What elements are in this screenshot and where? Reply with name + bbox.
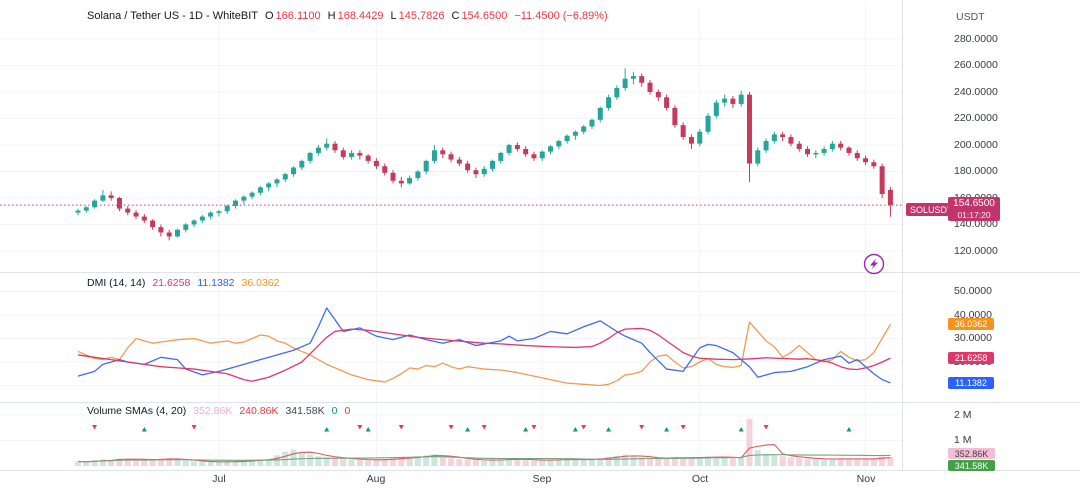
high-value: H 168.4429 xyxy=(327,10,384,22)
symbol-tag-badge: SOLUSDT xyxy=(906,203,957,216)
dmi-adx-value: 21.6258 xyxy=(152,277,191,289)
month-label: Jul xyxy=(212,473,226,485)
volume-sma20-badge: 341.58K xyxy=(948,460,995,471)
volume-title: Volume SMAs (4, 20) xyxy=(87,405,187,417)
change-value: −11.4500 (−6.89%) xyxy=(514,10,608,22)
volume-bars xyxy=(75,418,894,466)
dmi-minus-di-badge: 36.0362 xyxy=(948,318,994,330)
price-tick: 280.0000 xyxy=(954,33,998,45)
dmi-legend[interactable]: DMI (14, 14) 21.6258 11.1382 36.0362 xyxy=(87,277,279,289)
lightning-icon[interactable] xyxy=(863,253,885,275)
pane-dividers xyxy=(0,0,1080,471)
month-label: Sep xyxy=(532,473,552,485)
volume-extra-red: 0 xyxy=(344,405,351,417)
volume-sma-lines xyxy=(77,443,891,463)
month-label: Aug xyxy=(366,473,386,485)
last-price-value: 154.6500 xyxy=(953,198,995,209)
volume-extra-green: 0 xyxy=(331,405,338,417)
dmi-minus-di-value: 36.0362 xyxy=(241,277,280,289)
last-price-badge: 154.6500 01:17:20 xyxy=(948,197,1000,221)
volume-value-badge: 352.86K xyxy=(948,448,995,459)
close-value: C 154.6500 xyxy=(451,10,508,22)
price-tick: 140.0000 xyxy=(954,218,998,230)
open-value: O 166.1100 xyxy=(264,10,321,22)
volume-sma20-value: 341.58K xyxy=(285,405,325,417)
volume-tick: 1 M xyxy=(954,434,972,446)
symbol-title: Solana / Tether US - 1D - WhiteBIT xyxy=(87,10,258,22)
axis-currency-label: USDT xyxy=(956,11,985,23)
price-tick: 120.0000 xyxy=(954,245,998,257)
low-value: L 145.7826 xyxy=(390,10,445,22)
volume-tick: 2 M xyxy=(954,409,972,421)
price-tick: 200.0000 xyxy=(954,139,998,151)
dmi-title: DMI (14, 14) xyxy=(87,277,146,289)
price-tick: 260.0000 xyxy=(954,59,998,71)
main-legend[interactable]: Solana / Tether US - 1D - WhiteBIT O 166.… xyxy=(87,10,608,22)
month-label: Nov xyxy=(856,473,876,485)
volume-markers xyxy=(92,425,852,432)
price-tick: 240.0000 xyxy=(954,86,998,98)
price-tick: 220.0000 xyxy=(954,112,998,124)
dmi-plus-di-badge: 11.1382 xyxy=(948,377,994,389)
volume-sma4-value: 240.86K xyxy=(239,405,279,417)
dmi-lines xyxy=(77,307,891,387)
volume-legend[interactable]: Volume SMAs (4, 20) 352.86K 240.86K 341.… xyxy=(87,405,350,417)
dmi-tick: 50.0000 xyxy=(954,285,992,297)
price-tick: 180.0000 xyxy=(954,165,998,177)
dmi-tick: 30.0000 xyxy=(954,332,992,344)
volume-current-value: 352.86K xyxy=(193,405,233,417)
bar-countdown: 01:17:20 xyxy=(957,210,991,220)
grid-lines xyxy=(0,6,902,470)
dmi-adx-badge: 21.6258 xyxy=(948,352,994,364)
candlesticks xyxy=(75,68,893,241)
month-label: Oct xyxy=(691,473,709,485)
dmi-plus-di-value: 11.1382 xyxy=(197,277,235,289)
